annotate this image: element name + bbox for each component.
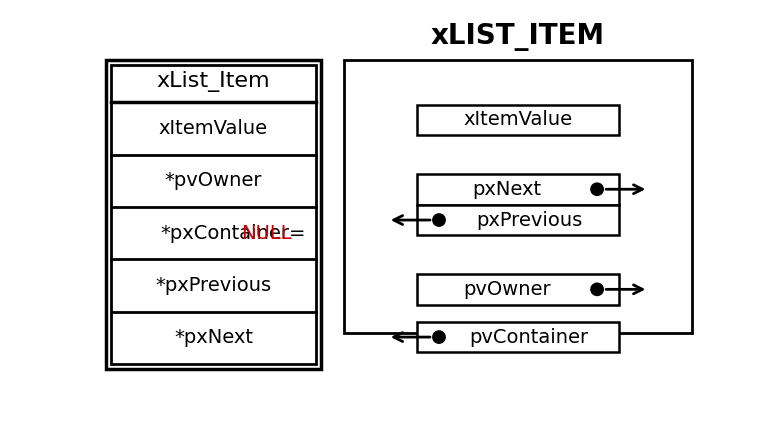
Text: pvContainer: pvContainer	[470, 327, 589, 346]
Bar	[417, 174, 619, 205]
Text: *pxPrevious: *pxPrevious	[155, 276, 271, 295]
Text: pxNext: pxNext	[473, 180, 542, 199]
Text: xItemValue: xItemValue	[463, 111, 572, 130]
Bar	[344, 60, 691, 333]
Bar	[417, 205, 619, 235]
Circle shape	[433, 331, 445, 343]
Text: xItemValue: xItemValue	[159, 119, 268, 138]
Circle shape	[433, 214, 445, 226]
Circle shape	[591, 283, 604, 295]
Bar	[417, 274, 619, 305]
Text: xLIST_ITEM: xLIST_ITEM	[431, 23, 605, 51]
Circle shape	[591, 183, 604, 195]
Bar	[111, 65, 316, 364]
Bar	[106, 60, 321, 369]
Text: *pvOwner: *pvOwner	[165, 171, 262, 190]
Text: pxPrevious: pxPrevious	[476, 211, 582, 230]
Text: *pxNext: *pxNext	[174, 328, 253, 347]
Bar	[417, 322, 619, 352]
Text: pvOwner: pvOwner	[463, 280, 551, 299]
Text: NULL: NULL	[241, 224, 292, 243]
Text: xList_Item: xList_Item	[157, 70, 270, 92]
Bar	[417, 105, 619, 135]
Text: *pxContainer=: *pxContainer=	[161, 224, 307, 243]
